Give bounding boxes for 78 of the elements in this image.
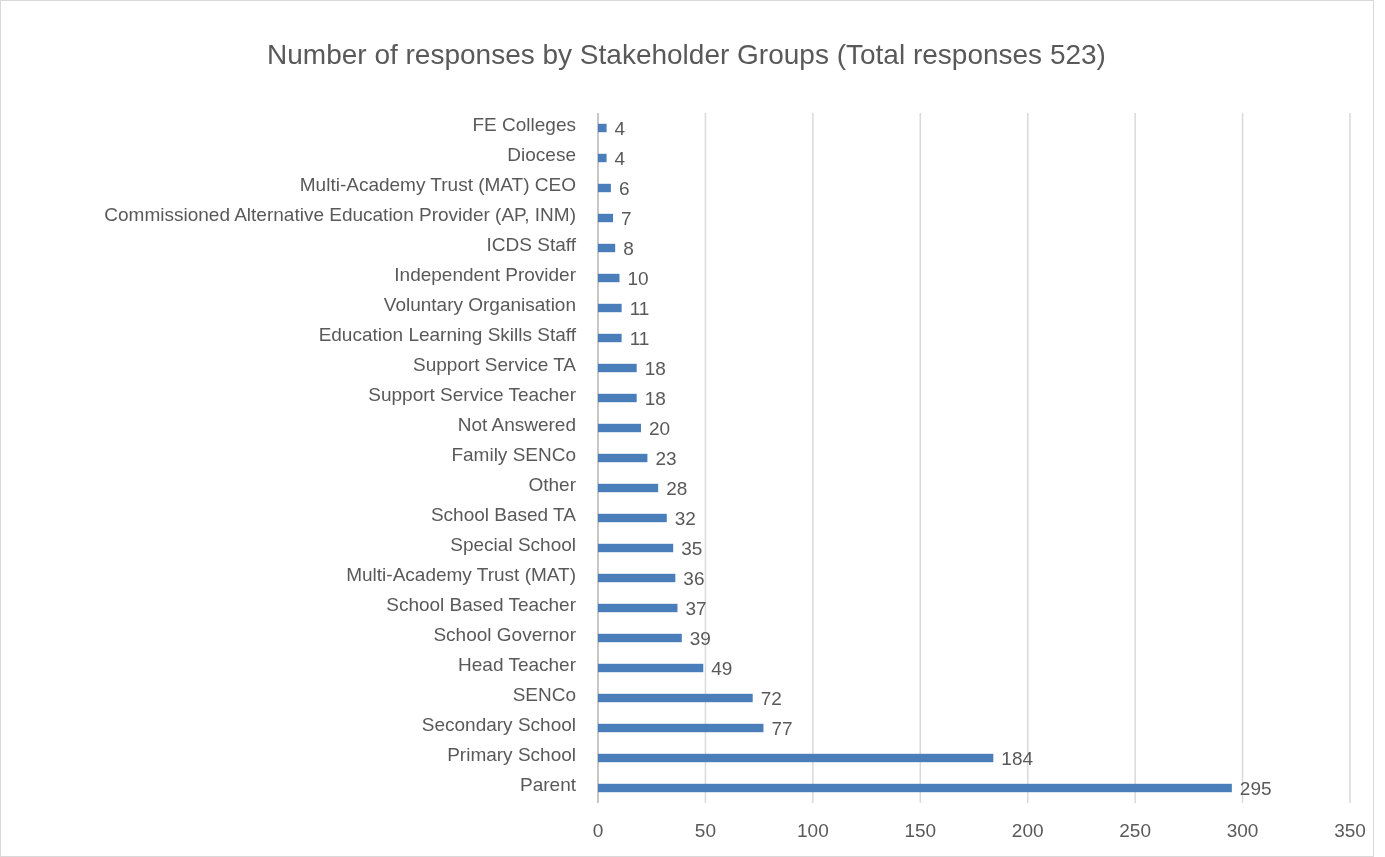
y-tick-label: Education Learning Skills Staff xyxy=(318,324,577,345)
bar xyxy=(598,243,616,253)
bar xyxy=(598,483,659,493)
bar xyxy=(598,153,607,163)
x-tick-label: 0 xyxy=(592,820,604,841)
bar xyxy=(598,663,704,673)
y-tick-label: Multi-Academy Trust (MAT) CEO xyxy=(299,174,576,195)
data-label: 20 xyxy=(648,418,671,439)
y-tick-label: Other xyxy=(528,474,577,495)
bar xyxy=(598,603,678,613)
x-tick-label: 100 xyxy=(797,820,829,841)
data-label: 7 xyxy=(621,208,632,229)
x-tick-label: 200 xyxy=(1011,820,1044,841)
x-tick-label: 50 xyxy=(694,820,716,841)
y-tick-label: Special School xyxy=(450,534,576,555)
bar xyxy=(598,513,667,523)
data-label: 18 xyxy=(644,358,666,379)
y-tick-label: School Based TA xyxy=(430,504,577,525)
y-tick-label: Head Teacher xyxy=(458,654,577,675)
bar xyxy=(598,303,622,313)
x-tick-label: 150 xyxy=(904,820,937,841)
bar xyxy=(598,393,637,403)
x-tick-label: 350 xyxy=(1334,820,1366,841)
y-tick-label: Primary School xyxy=(447,744,576,765)
x-tick-label: 250 xyxy=(1119,820,1151,841)
y-tick-label: Support Service Teacher xyxy=(368,384,577,405)
data-label: 295 xyxy=(1239,778,1272,799)
data-label: 11 xyxy=(629,328,650,349)
data-label: 4 xyxy=(614,148,626,169)
y-tick-label: Diocese xyxy=(507,144,576,165)
data-label: 49 xyxy=(711,658,733,679)
bar xyxy=(598,363,637,373)
x-tick-label: 300 xyxy=(1226,820,1259,841)
data-label: 23 xyxy=(655,448,677,469)
data-label: 8 xyxy=(623,238,634,259)
data-label: 4 xyxy=(614,118,626,139)
bar xyxy=(598,723,764,733)
bar xyxy=(598,183,611,193)
bar xyxy=(598,123,607,133)
data-label: 11 xyxy=(629,298,650,319)
y-tick-label: School Based Teacher xyxy=(386,594,577,615)
y-tick-label: Parent xyxy=(520,774,577,795)
data-label: 184 xyxy=(1001,748,1034,769)
bar xyxy=(598,453,648,463)
y-tick-label: ICDS Staff xyxy=(486,234,577,255)
y-tick-label: Not Answered xyxy=(457,414,576,435)
data-label: 18 xyxy=(644,388,666,409)
data-label: 6 xyxy=(618,178,630,199)
data-label: 39 xyxy=(689,628,711,649)
bar xyxy=(598,693,753,703)
y-tick-label: Support Service TA xyxy=(413,354,577,375)
y-tick-label: Family SENCo xyxy=(451,444,576,465)
bar xyxy=(598,423,641,433)
data-label: 37 xyxy=(685,598,707,619)
data-label: 32 xyxy=(674,508,696,529)
y-tick-label: Commissioned Alternative Education Provider (AP, INM) xyxy=(104,204,576,225)
data-label: 28 xyxy=(666,478,688,499)
data-label: 77 xyxy=(771,718,793,739)
y-tick-label: Independent Provider xyxy=(394,264,577,285)
chart-title: Number of responses by Stakeholder Groups (Total responses 523) xyxy=(267,39,1106,70)
bar xyxy=(598,333,622,343)
data-label: 35 xyxy=(681,538,703,559)
y-tick-label: Voluntary Organisation xyxy=(383,294,576,315)
data-label: 10 xyxy=(627,268,649,289)
bar xyxy=(598,273,620,283)
data-label: 72 xyxy=(760,688,782,709)
data-label: 36 xyxy=(683,568,705,589)
bar xyxy=(598,633,682,643)
y-tick-label: FE Colleges xyxy=(472,114,576,135)
y-tick-label: School Governor xyxy=(433,624,577,645)
bar xyxy=(598,213,614,223)
y-tick-label: Secondary School xyxy=(421,714,576,735)
bar xyxy=(598,783,1232,793)
bar xyxy=(598,753,994,763)
y-tick-label: Multi-Academy Trust (MAT) xyxy=(346,564,576,585)
bar xyxy=(598,573,676,583)
y-tick-label: SENCo xyxy=(512,684,576,705)
bar xyxy=(598,543,674,553)
